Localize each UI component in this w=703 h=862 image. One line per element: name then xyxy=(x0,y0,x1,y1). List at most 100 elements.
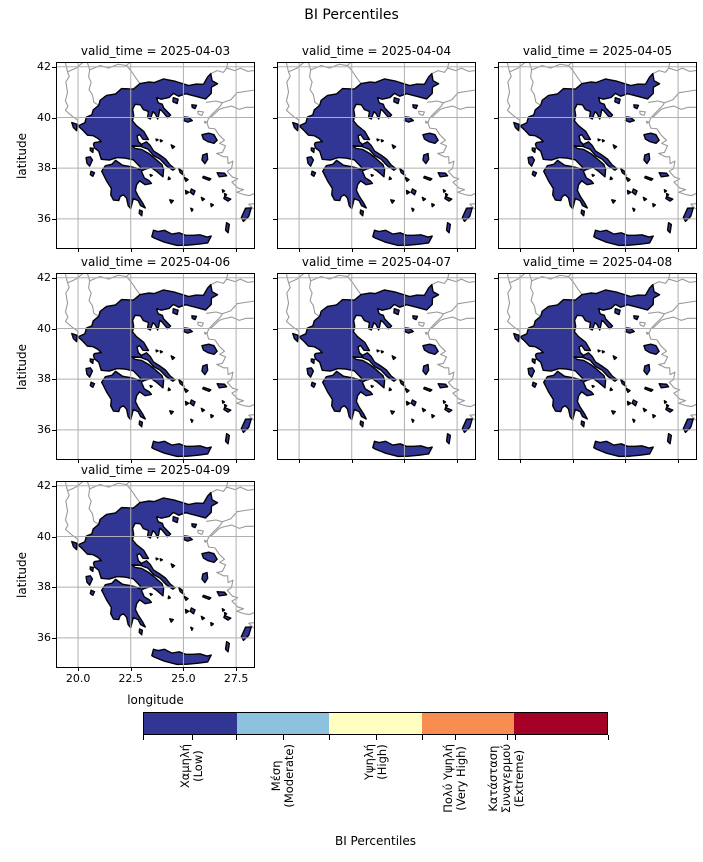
y-axis-label: latitude xyxy=(15,343,29,390)
y-tick-label: 38 xyxy=(37,372,51,386)
y-tick-mark xyxy=(494,429,498,431)
y-tick-mark xyxy=(52,218,56,220)
x-tick-mark xyxy=(351,248,353,252)
x-tick-mark xyxy=(625,248,627,252)
x-tick-mark xyxy=(351,459,353,463)
x-tick-mark xyxy=(130,459,132,463)
x-tick-mark xyxy=(404,248,406,252)
facet-axes-2025-04-05: valid_time = 2025-04-05 xyxy=(494,44,697,252)
x-tick-mark xyxy=(183,248,185,252)
y-tick-mark xyxy=(52,277,56,279)
colorbar-category-tick xyxy=(454,735,456,740)
facet-axes-2025-04-06: valid_time = 2025-04-06 42 40 38 36 latitude xyxy=(15,255,255,463)
colorbar-axis-label: BI Percentiles xyxy=(334,834,417,848)
x-tick-mark xyxy=(236,248,238,252)
facet-axes-2025-04-03: valid_time = 2025-04-03 42 40 38 36 latitude xyxy=(15,44,255,252)
y-tick-label: 40 xyxy=(37,321,51,335)
figure-title: BI Percentiles xyxy=(304,7,399,23)
y-tick-mark xyxy=(52,328,56,330)
y-tick-mark xyxy=(494,66,498,68)
map-greece xyxy=(278,63,475,248)
x-tick-mark xyxy=(572,459,574,463)
y-tick-mark xyxy=(273,277,277,279)
x-tick-mark xyxy=(457,459,459,463)
y-tick-label: 38 xyxy=(37,161,51,175)
y-tick-label: 40 xyxy=(37,529,51,543)
map-greece xyxy=(57,63,254,248)
x-tick-label: 22.5 xyxy=(118,672,143,685)
y-tick-label: 38 xyxy=(37,580,51,594)
y-tick-label: 40 xyxy=(37,110,51,124)
y-tick-mark xyxy=(52,117,56,119)
colorbar-boundary-tick xyxy=(236,735,237,740)
colorbar-segment-4 xyxy=(514,713,607,734)
y-tick-mark xyxy=(273,328,277,330)
y-tick-mark xyxy=(273,66,277,68)
x-tick-mark xyxy=(78,459,80,463)
x-tick-label: 20.0 xyxy=(65,672,91,685)
colorbar-category-tick xyxy=(283,735,284,740)
y-tick-label: 36 xyxy=(37,422,51,436)
y-tick-mark xyxy=(494,218,498,220)
x-tick-mark xyxy=(299,248,301,252)
y-tick-label: 42 xyxy=(37,59,51,73)
x-tick-mark xyxy=(572,248,574,252)
colorbar-category-label: Υψηλή (High) xyxy=(362,744,390,780)
colorbar-category-label: Κατάσταση Συναγερμού (Extreme) xyxy=(486,744,527,814)
colorbar-category-label: Μέση (Moderate) xyxy=(269,744,296,808)
y-tick-mark xyxy=(494,168,498,170)
facet-axes-2025-04-04: valid_time = 2025-04-04 xyxy=(273,44,476,252)
x-tick-mark xyxy=(404,459,406,463)
colorbar-boundary-tick xyxy=(329,735,330,740)
x-axis-label: longitude xyxy=(127,693,184,707)
facet-title: valid_time = 2025-04-08 xyxy=(522,255,673,269)
facet-title: valid_time = 2025-04-04 xyxy=(301,44,452,58)
x-tick-mark xyxy=(130,248,132,252)
colorbar-category-label: Χαμηλή (Low) xyxy=(177,744,205,789)
y-tick-mark xyxy=(273,218,277,220)
y-tick-mark xyxy=(494,328,498,330)
x-tick-mark xyxy=(236,459,238,463)
y-tick-label: 36 xyxy=(37,211,51,225)
y-tick-mark xyxy=(494,379,498,381)
facet-title: valid_time = 2025-04-07 xyxy=(301,255,452,269)
colorbar-category-tick xyxy=(191,735,193,740)
map-greece xyxy=(57,274,254,459)
colorbar-boundary-tick xyxy=(608,735,609,740)
y-tick-label: 42 xyxy=(37,478,51,492)
y-tick-label: 36 xyxy=(37,630,51,644)
y-tick-mark xyxy=(273,429,277,431)
y-tick-mark xyxy=(52,168,56,170)
map-greece xyxy=(499,274,696,459)
y-tick-mark xyxy=(273,379,277,381)
x-tick-mark xyxy=(520,248,522,252)
x-tick-mark xyxy=(183,667,185,671)
x-tick-mark xyxy=(130,667,132,671)
x-tick-mark xyxy=(625,459,627,463)
y-tick-mark xyxy=(494,117,498,119)
facet-axes-2025-04-07: valid_time = 2025-04-07 xyxy=(273,255,476,463)
colorbar-category-label: Πολύ Υψηλή (Very High) xyxy=(440,744,468,813)
y-axis-label: latitude xyxy=(15,132,29,179)
y-tick-mark xyxy=(52,379,56,381)
x-tick-mark xyxy=(78,667,80,671)
y-tick-mark xyxy=(52,587,56,589)
map-greece xyxy=(499,63,696,248)
y-tick-mark xyxy=(273,117,277,119)
facet-title: valid_time = 2025-04-05 xyxy=(522,44,673,58)
x-tick-mark xyxy=(520,459,522,463)
y-tick-mark xyxy=(52,536,56,538)
colorbar-segment-1 xyxy=(236,713,330,734)
facet-axes-2025-04-08: valid_time = 2025-04-08 xyxy=(494,255,697,463)
facet-title: valid_time = 2025-04-03 xyxy=(80,44,231,58)
x-tick-mark xyxy=(678,248,680,252)
y-tick-mark xyxy=(494,277,498,279)
x-tick-mark xyxy=(457,248,459,252)
colorbar-segment-3 xyxy=(421,713,515,734)
y-tick-mark xyxy=(52,66,56,68)
colorbar-category-tick xyxy=(506,735,508,740)
colorbar-category-tick xyxy=(376,735,378,740)
x-tick-mark xyxy=(299,459,301,463)
y-tick-mark xyxy=(273,168,277,170)
